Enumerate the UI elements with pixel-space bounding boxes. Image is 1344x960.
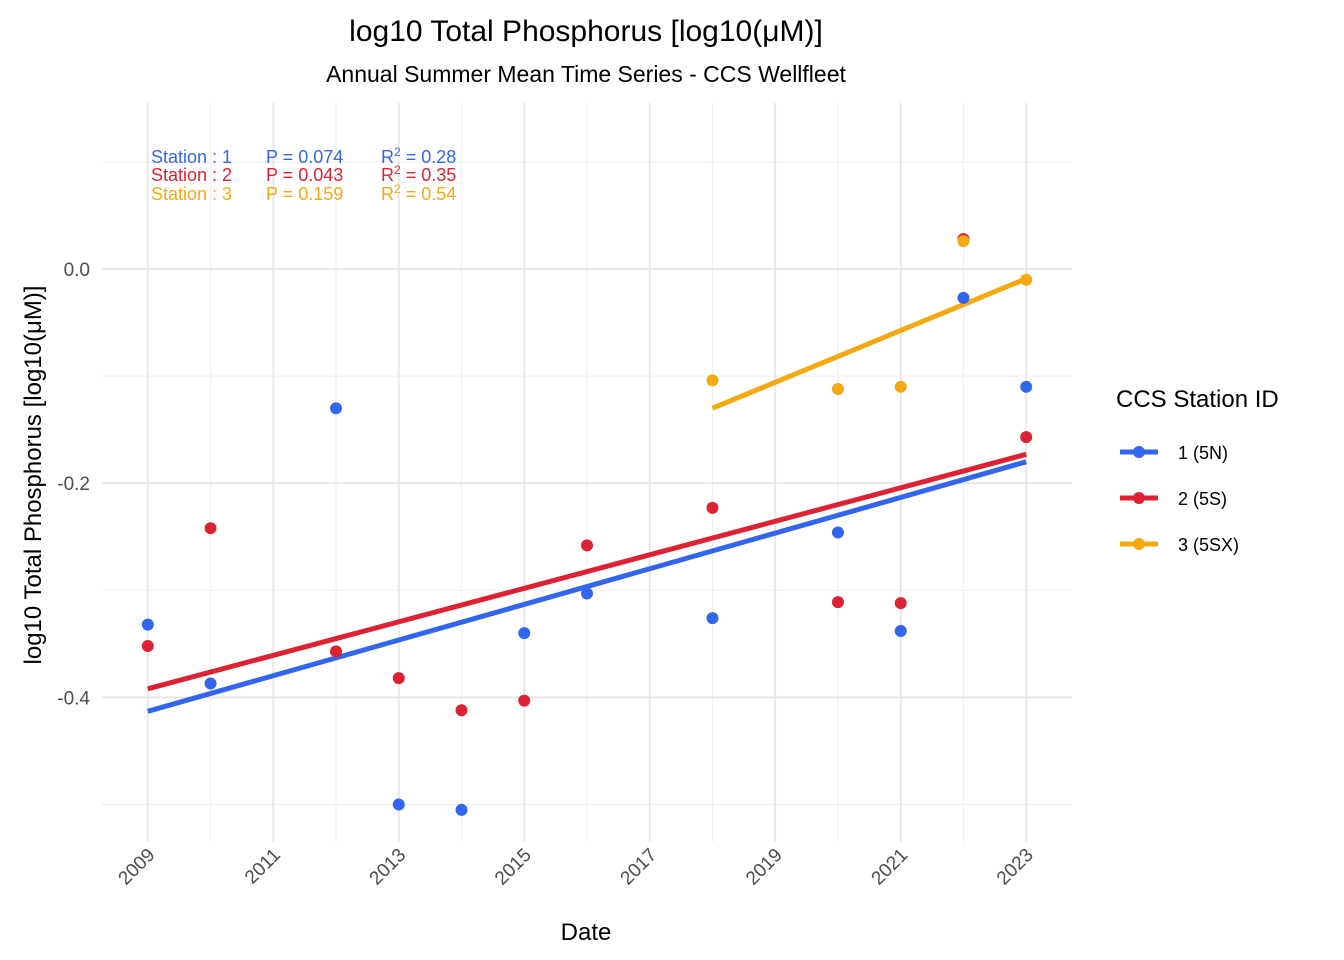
data-point (706, 374, 719, 387)
data-point (831, 596, 844, 609)
data-point (330, 645, 343, 658)
x-tick-label: 2021 (868, 845, 913, 890)
data-point (894, 597, 907, 610)
data-point (894, 380, 907, 393)
x-tick-label: 2019 (742, 845, 787, 890)
legend-key-point (1133, 538, 1145, 550)
data-point (831, 526, 844, 539)
data-point (1020, 431, 1033, 444)
annotation-p-value: P = 0.159 (266, 184, 343, 204)
chart-title: log10 Total Phosphorus [log10(μM)] (349, 15, 823, 48)
legend-label: 1 (5N) (1178, 443, 1228, 463)
y-axis: -0.4 -0.2 0.0 (57, 260, 90, 709)
y-axis-title: log10 Total Phosphorus [log10(μM)] (20, 286, 47, 665)
x-axis-title: Date (561, 919, 612, 946)
data-point (581, 587, 593, 600)
trend-line (147, 451, 1027, 692)
data-point (455, 803, 468, 816)
legend-key-point (1133, 492, 1145, 504)
x-tick-label: 2009 (115, 845, 160, 890)
x-tick-label: 2015 (491, 845, 536, 890)
data-point (1020, 380, 1033, 393)
legend-key-point (1133, 446, 1145, 458)
data-point (957, 235, 970, 248)
y-tick-label: -0.4 (57, 688, 90, 709)
data-point (141, 640, 154, 653)
legend-title: CCS Station ID (1116, 386, 1279, 413)
data-point (392, 798, 405, 811)
trend-lines (147, 276, 1028, 714)
x-tick-label: 2011 (241, 845, 285, 889)
data-point (204, 677, 217, 690)
x-tick-label: 2023 (993, 845, 1038, 890)
data-point (894, 625, 907, 638)
legend-label: 2 (5S) (1178, 489, 1227, 509)
data-point (392, 672, 405, 685)
data-point (204, 522, 217, 535)
annotation-station: Station : 3 (151, 184, 232, 204)
data-points (141, 233, 1033, 816)
data-point (141, 618, 154, 631)
legend: CCS Station ID 1 (5N) 2 (5S) 3 (5SX) (1116, 386, 1279, 555)
chart-subtitle: Annual Summer Mean Time Series - CCS Wel… (326, 61, 846, 87)
data-point (706, 612, 719, 625)
annotation-r-squared: R2 = 0.28 (381, 145, 456, 167)
annotation-p-value: P = 0.043 (266, 165, 343, 185)
trend-line (147, 459, 1027, 714)
annotation-p-value: P = 0.074 (266, 147, 343, 167)
data-point (330, 402, 343, 415)
data-point (455, 704, 468, 717)
data-point (518, 627, 531, 640)
trend-line (711, 276, 1028, 411)
stats-annotations: Station : 1 P = 0.074 R2 = 0.28 Station : 2… (151, 145, 456, 204)
x-tick-label: 2013 (366, 845, 411, 890)
data-point (831, 382, 844, 395)
annotation-station: Station : 1 (151, 147, 232, 167)
x-tick-label: 2017 (617, 845, 662, 890)
data-point (1020, 273, 1033, 286)
annotation-station: Station : 2 (151, 165, 232, 185)
legend-label: 3 (5SX) (1178, 535, 1239, 555)
data-point (957, 291, 970, 304)
data-point (581, 539, 593, 552)
y-tick-label: -0.2 (57, 474, 90, 495)
annotation-r-squared: R2 = 0.35 (381, 163, 456, 185)
y-tick-label: 0.0 (64, 260, 90, 281)
plot-grid (102, 103, 1072, 842)
x-axis: 2009 2011 2013 2015 2017 2019 2021 2023 (115, 845, 1038, 890)
data-point (706, 501, 719, 514)
data-point (518, 694, 531, 707)
annotation-r-squared: R2 = 0.54 (381, 182, 456, 204)
